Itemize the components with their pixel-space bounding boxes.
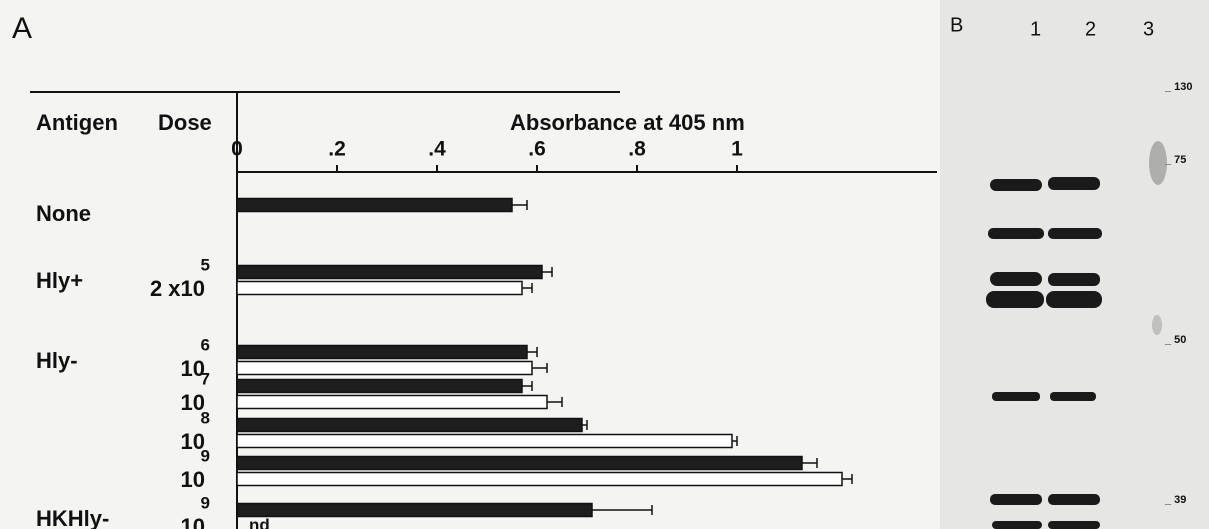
value-label: nd bbox=[249, 515, 270, 529]
bar bbox=[237, 266, 542, 279]
dose-exponent: 5 bbox=[201, 255, 210, 274]
antigen-label: Hly+ bbox=[36, 268, 83, 293]
column-header: Antigen bbox=[36, 110, 118, 135]
dose-exponent: 6 bbox=[201, 335, 210, 354]
bar bbox=[237, 419, 582, 432]
x-tick-label: 0 bbox=[231, 138, 243, 161]
bar bbox=[237, 473, 842, 486]
bar bbox=[237, 199, 512, 212]
bar bbox=[237, 396, 547, 409]
dose-exponent: 8 bbox=[201, 408, 210, 427]
column-header: Dose bbox=[158, 110, 212, 135]
panel-b: B 1 2 3 _ 130 _ 75 _ 50 _ 39 bbox=[940, 0, 1209, 529]
panel-label: B bbox=[950, 14, 963, 36]
bar bbox=[237, 346, 527, 359]
axis-title: Absorbance at 405 nm bbox=[510, 110, 745, 135]
x-tick-label: .4 bbox=[428, 138, 446, 161]
bar bbox=[237, 362, 532, 375]
marker-label: _ 39 bbox=[1164, 494, 1186, 506]
dose-exponent: 9 bbox=[201, 446, 210, 465]
marker-label: _ 75 bbox=[1164, 154, 1186, 166]
lane-label: 1 bbox=[1030, 18, 1041, 40]
x-tick-label: .8 bbox=[628, 138, 646, 161]
x-tick-label: 1 bbox=[731, 138, 743, 161]
bar bbox=[237, 457, 802, 470]
x-tick-label: .6 bbox=[528, 138, 546, 161]
lane-label: 2 bbox=[1085, 18, 1096, 40]
panel-label: A bbox=[12, 12, 32, 45]
antigen-label: None bbox=[36, 201, 91, 226]
x-tick-label: .2 bbox=[328, 138, 346, 161]
antigen-label: Hly- bbox=[36, 348, 78, 373]
dose-exponent: 7 bbox=[201, 369, 210, 388]
bar bbox=[237, 504, 592, 517]
dose-label: 10 bbox=[181, 514, 205, 529]
figure: A Antigen Dose Absorbance at 405 nm 0 .2.… bbox=[0, 0, 1209, 529]
lane-label: 3 bbox=[1143, 18, 1154, 40]
bar bbox=[237, 282, 522, 295]
dose-exponent: 9 bbox=[201, 493, 210, 512]
gel-background bbox=[940, 0, 1209, 529]
marker-label: _ 130 bbox=[1164, 81, 1193, 93]
marker-label: _ 50 bbox=[1164, 334, 1186, 346]
dose-label: 2 x10 bbox=[150, 276, 205, 301]
dose-label: 10 bbox=[181, 467, 205, 492]
antigen-label: HKHly- bbox=[36, 506, 109, 529]
bar bbox=[237, 435, 732, 448]
bar bbox=[237, 380, 522, 393]
